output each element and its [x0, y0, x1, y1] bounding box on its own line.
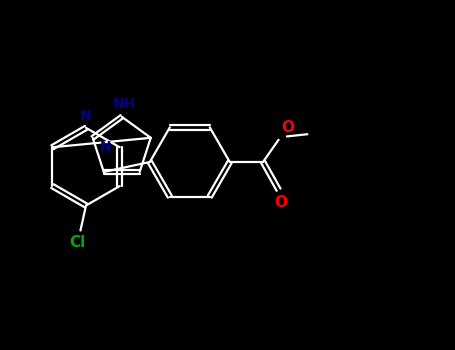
Text: NH: NH [113, 97, 136, 111]
Text: Cl: Cl [70, 235, 86, 250]
Text: O: O [281, 120, 294, 135]
Text: N: N [100, 140, 111, 154]
Text: O: O [274, 195, 287, 210]
Text: N: N [80, 110, 92, 124]
